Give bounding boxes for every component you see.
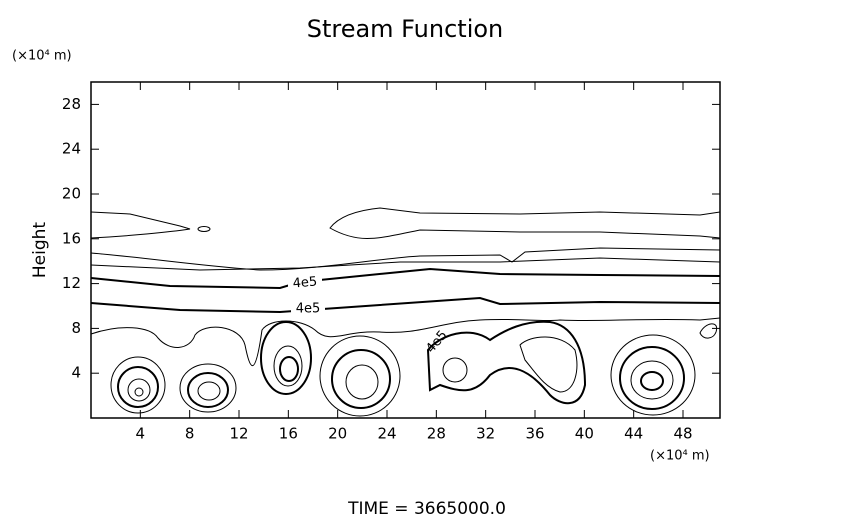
chart-title: Stream Function	[307, 15, 504, 43]
contour-label: 4e5	[296, 302, 321, 317]
y-tick-label: 12	[62, 274, 81, 292]
x-tick-label: 36	[525, 425, 544, 443]
eddy	[319, 335, 401, 417]
plot-frame	[90, 81, 721, 419]
eddy	[179, 363, 237, 413]
contour-line	[90, 267, 721, 290]
label-background	[288, 276, 322, 290]
x-tick-label: 20	[328, 425, 347, 443]
y-tick-label: 20	[62, 185, 81, 203]
x-tick-label: 40	[575, 425, 594, 443]
contour-line	[90, 257, 721, 271]
x-tick-label: 8	[185, 425, 195, 443]
x-tick-label: 32	[476, 425, 495, 443]
eddy	[442, 357, 468, 383]
x-tick-label: 48	[673, 425, 692, 443]
eddy	[610, 334, 696, 416]
footer: TIME = 3665000.0	[347, 499, 506, 519]
contour-line	[90, 296, 721, 314]
eddy	[110, 356, 166, 414]
contour-line	[197, 226, 211, 232]
x-unit: (×10⁴ m)	[650, 449, 710, 464]
contour-line	[519, 336, 578, 393]
contour-line	[699, 323, 718, 339]
x-tick-label: 44	[624, 425, 643, 443]
contour-line	[90, 211, 191, 239]
x-tick-label: 12	[229, 425, 248, 443]
y-tick-label: 24	[62, 140, 81, 158]
y-tick-label: 16	[62, 229, 81, 247]
x-tick-label: 4	[136, 425, 146, 443]
contour-line	[90, 247, 721, 271]
contour-line	[90, 317, 721, 367]
contour-line	[426, 320, 587, 405]
contour-field	[90, 207, 721, 417]
y-tick-label: 4	[71, 364, 81, 382]
contour-label: 4e5	[292, 274, 318, 291]
y-tick-label: 8	[71, 319, 81, 337]
eddy	[260, 321, 312, 395]
label-background	[291, 302, 325, 316]
y-unit: (×10⁴ m)	[12, 49, 72, 64]
y-axis-label: Height	[30, 222, 50, 279]
x-tick-label: 16	[279, 425, 298, 443]
x-tick-label: 24	[377, 425, 396, 443]
x-tick-label: 28	[427, 425, 446, 443]
y-tick-label: 28	[62, 95, 81, 113]
contour-line	[329, 207, 721, 239]
